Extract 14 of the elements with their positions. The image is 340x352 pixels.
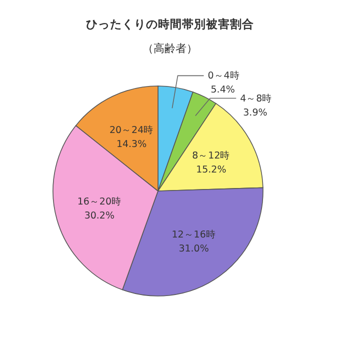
slice-label: 8～12時 [192, 149, 230, 162]
chart-title: ひったくりの時間帯別被害割合 [86, 17, 254, 31]
data-label: 3.9% [243, 107, 268, 118]
data-label: 30.2% [84, 210, 115, 222]
data-label: 5.4% [210, 84, 235, 96]
slice-label: 4～8時 [240, 92, 272, 104]
data-label: 14.3% [116, 139, 147, 150]
data-label: 31.0% [178, 243, 209, 254]
slice-label: 0～4時 [208, 70, 240, 82]
slice-label: 16～20時 [77, 196, 122, 208]
slice-label: 12～16時 [172, 228, 216, 240]
slice-label: 20～24時 [109, 124, 154, 136]
data-label: 15.2% [196, 164, 226, 176]
chart-subtitle: （高齢者） [142, 42, 198, 55]
